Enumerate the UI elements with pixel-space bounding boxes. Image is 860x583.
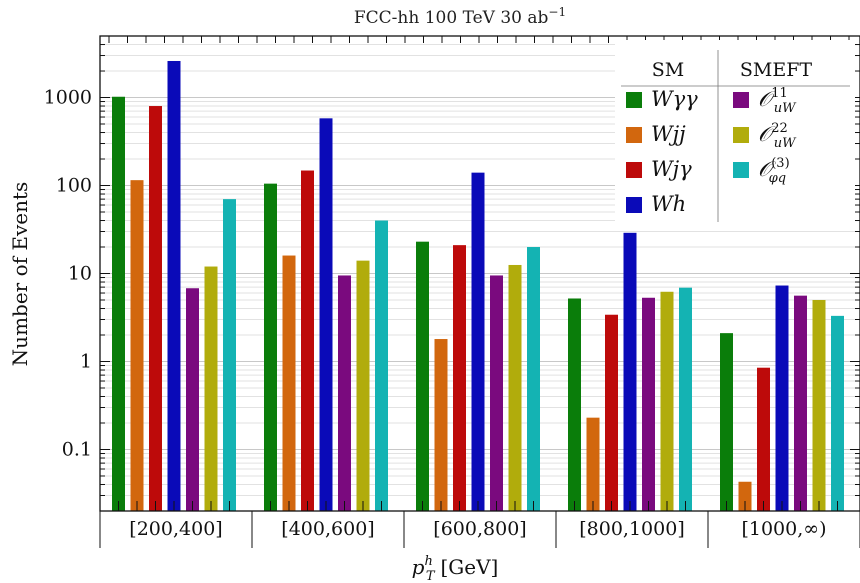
bar (149, 106, 162, 512)
bar (527, 247, 540, 511)
bar (356, 260, 370, 511)
bar (416, 241, 429, 512)
bar (319, 118, 333, 511)
bar (720, 333, 733, 511)
bar (434, 339, 448, 511)
x-category-axis: [200,400] [400,600] [600,800] [800,1000] [10… (99, 511, 860, 548)
y-tick-label: 10 (68, 263, 92, 285)
legend-label: 𝒪11 uW (758, 86, 797, 116)
x-category-label: [200,400] (129, 518, 222, 540)
bar (282, 255, 296, 511)
legend-label: Wjγ (651, 157, 692, 181)
bar (660, 291, 674, 511)
bar (204, 266, 218, 511)
y-axis-label: Number of Events (8, 182, 32, 367)
chart-title: FCC-hh 100 TeV 30 ab−1 (354, 5, 566, 28)
bar (453, 245, 466, 511)
x-category-label: [1000,∞) (741, 518, 826, 540)
x-category-label: [800,1000] (579, 518, 684, 540)
legend-swatch (733, 127, 749, 143)
legend-swatch (626, 197, 642, 213)
y-tick-label: 1000 (44, 87, 92, 109)
legend-label: Wγγ (651, 87, 698, 111)
bar (623, 232, 637, 511)
bar (605, 314, 618, 511)
y-tick-label: 100 (56, 175, 92, 197)
bar (112, 96, 125, 511)
bar (223, 199, 236, 511)
y-tick-labels: 0.1 1 10 100 1000 (44, 87, 92, 461)
bar (338, 275, 351, 511)
bar (757, 367, 770, 511)
bar (794, 295, 807, 511)
bar (775, 285, 789, 511)
legend-swatch (733, 92, 749, 108)
bar (831, 315, 844, 511)
bar (586, 417, 600, 511)
bar (508, 264, 522, 511)
x-axis-label: ph T [GeV] (412, 554, 499, 583)
bar (471, 172, 485, 511)
bars (112, 60, 844, 512)
x-category-label: [600,800] (433, 518, 526, 540)
bar (812, 299, 826, 511)
legend-label: Wh (651, 192, 686, 216)
bar (130, 180, 144, 511)
bar (167, 60, 181, 511)
legend-swatch (626, 162, 642, 178)
legend-swatch (733, 162, 749, 178)
x-category-label: [400,600] (281, 518, 374, 540)
bar (679, 287, 692, 511)
bar (375, 220, 388, 511)
legend-label: Wjj (651, 122, 686, 146)
bar (264, 183, 277, 511)
y-tick-label: 1 (80, 350, 92, 372)
legend-header-smeft: SMEFT (740, 59, 813, 81)
bar (738, 481, 752, 511)
bar (490, 275, 503, 511)
axis-ticks (100, 35, 860, 512)
legend-header-sm: SM (652, 59, 684, 81)
legend-swatch (626, 92, 642, 108)
legend-swatch (626, 127, 642, 143)
bar (642, 297, 655, 511)
y-tick-label: 0.1 (62, 438, 92, 460)
bar (568, 298, 581, 511)
bar (301, 170, 314, 511)
legend-label: 𝒪(3) φq (758, 156, 790, 186)
bar (186, 288, 199, 511)
